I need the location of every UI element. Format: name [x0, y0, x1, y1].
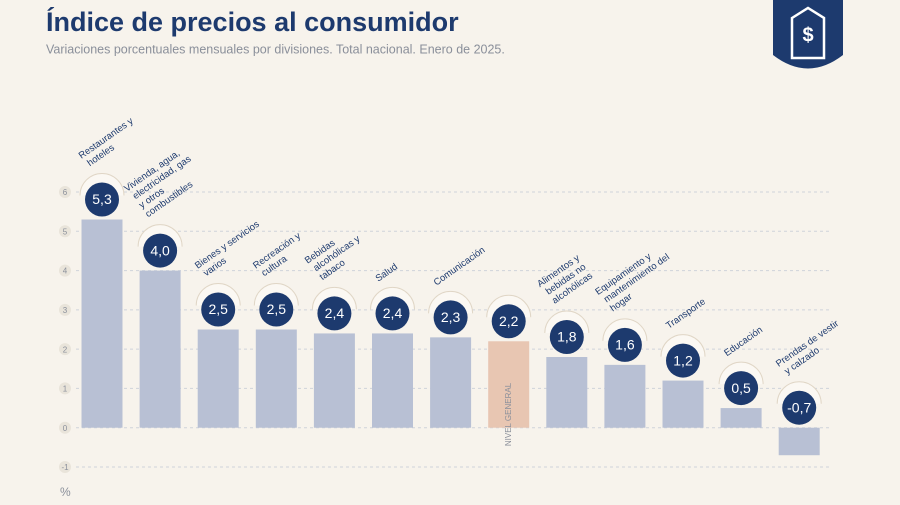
bar: [488, 341, 530, 428]
y-tick-label: 2: [63, 345, 68, 354]
value-badge: [549, 320, 584, 354]
y-tick-marker: [59, 225, 71, 238]
value-label: 2,2: [499, 313, 519, 329]
y-tick-label: 4: [63, 267, 68, 276]
y-tick-label: 3: [63, 306, 68, 315]
value-label: 2,4: [325, 305, 345, 321]
bar: [197, 329, 239, 428]
value-label: 2,4: [383, 305, 403, 321]
value-badge: [317, 296, 352, 331]
y-axis-label: %: [60, 485, 71, 499]
value-label: 2,5: [267, 301, 287, 317]
value-badge: [607, 327, 642, 362]
bar: [255, 329, 297, 428]
value-badge: [666, 343, 700, 378]
svg-text:$: $: [802, 24, 813, 46]
value-label: 2,5: [208, 301, 228, 317]
y-tick-label: 0: [63, 424, 68, 433]
value-label: 4,0: [150, 242, 170, 258]
bar: [662, 380, 704, 428]
value-label: 1,8: [557, 329, 577, 345]
value-label: -0,7: [787, 399, 811, 415]
value-badge: [433, 300, 468, 335]
value-badge: [491, 304, 526, 339]
value-badge: [85, 182, 119, 217]
y-tick-label: 1: [63, 385, 68, 394]
value-badge: [143, 233, 178, 268]
y-tick-marker: [59, 264, 71, 277]
y-tick-label: 5: [63, 227, 68, 236]
bar: [81, 219, 123, 428]
y-tick-marker: [59, 186, 71, 198]
bar: [372, 333, 413, 428]
bar: [313, 333, 355, 428]
y-tick-marker: [59, 343, 71, 356]
value-badge: [259, 292, 294, 327]
value-badge: [201, 292, 236, 327]
y-tick-marker: [59, 461, 71, 473]
value-label: 5,3: [92, 191, 112, 207]
value-badge: [724, 371, 759, 406]
y-tick-label: -1: [61, 463, 69, 472]
y-tick-marker: [59, 303, 71, 316]
value-label: 1,6: [615, 337, 635, 353]
y-tick-marker: [59, 421, 71, 434]
bar: [430, 337, 472, 428]
value-label: 2,3: [441, 309, 461, 325]
bar: [604, 364, 646, 428]
value-badge: [782, 390, 817, 425]
chart-title: Índice de precios al consumidor: [46, 6, 459, 37]
bar: [546, 357, 588, 428]
bar: [778, 427, 820, 456]
value-label: 0,5: [731, 380, 751, 396]
value-badge: [375, 296, 410, 331]
bar: [720, 408, 762, 428]
chart-subtitle: Variaciones porcentuales mensuales por d…: [46, 42, 505, 56]
y-tick-marker: [59, 382, 71, 395]
logo: $: [773, 0, 843, 69]
y-tick-label: 6: [63, 188, 68, 197]
bar: [139, 270, 181, 428]
value-label: 1,2: [673, 352, 693, 368]
category-label: NIVEL GENERAL: [504, 382, 513, 446]
